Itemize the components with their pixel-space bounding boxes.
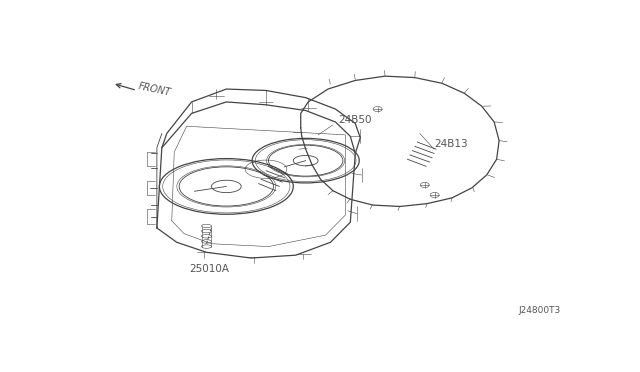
Text: 24B13: 24B13 (435, 139, 468, 149)
Text: 25010A: 25010A (189, 264, 229, 274)
Text: FRONT: FRONT (137, 81, 172, 97)
Text: J24800T3: J24800T3 (519, 306, 561, 315)
Text: 24B50: 24B50 (338, 115, 371, 125)
